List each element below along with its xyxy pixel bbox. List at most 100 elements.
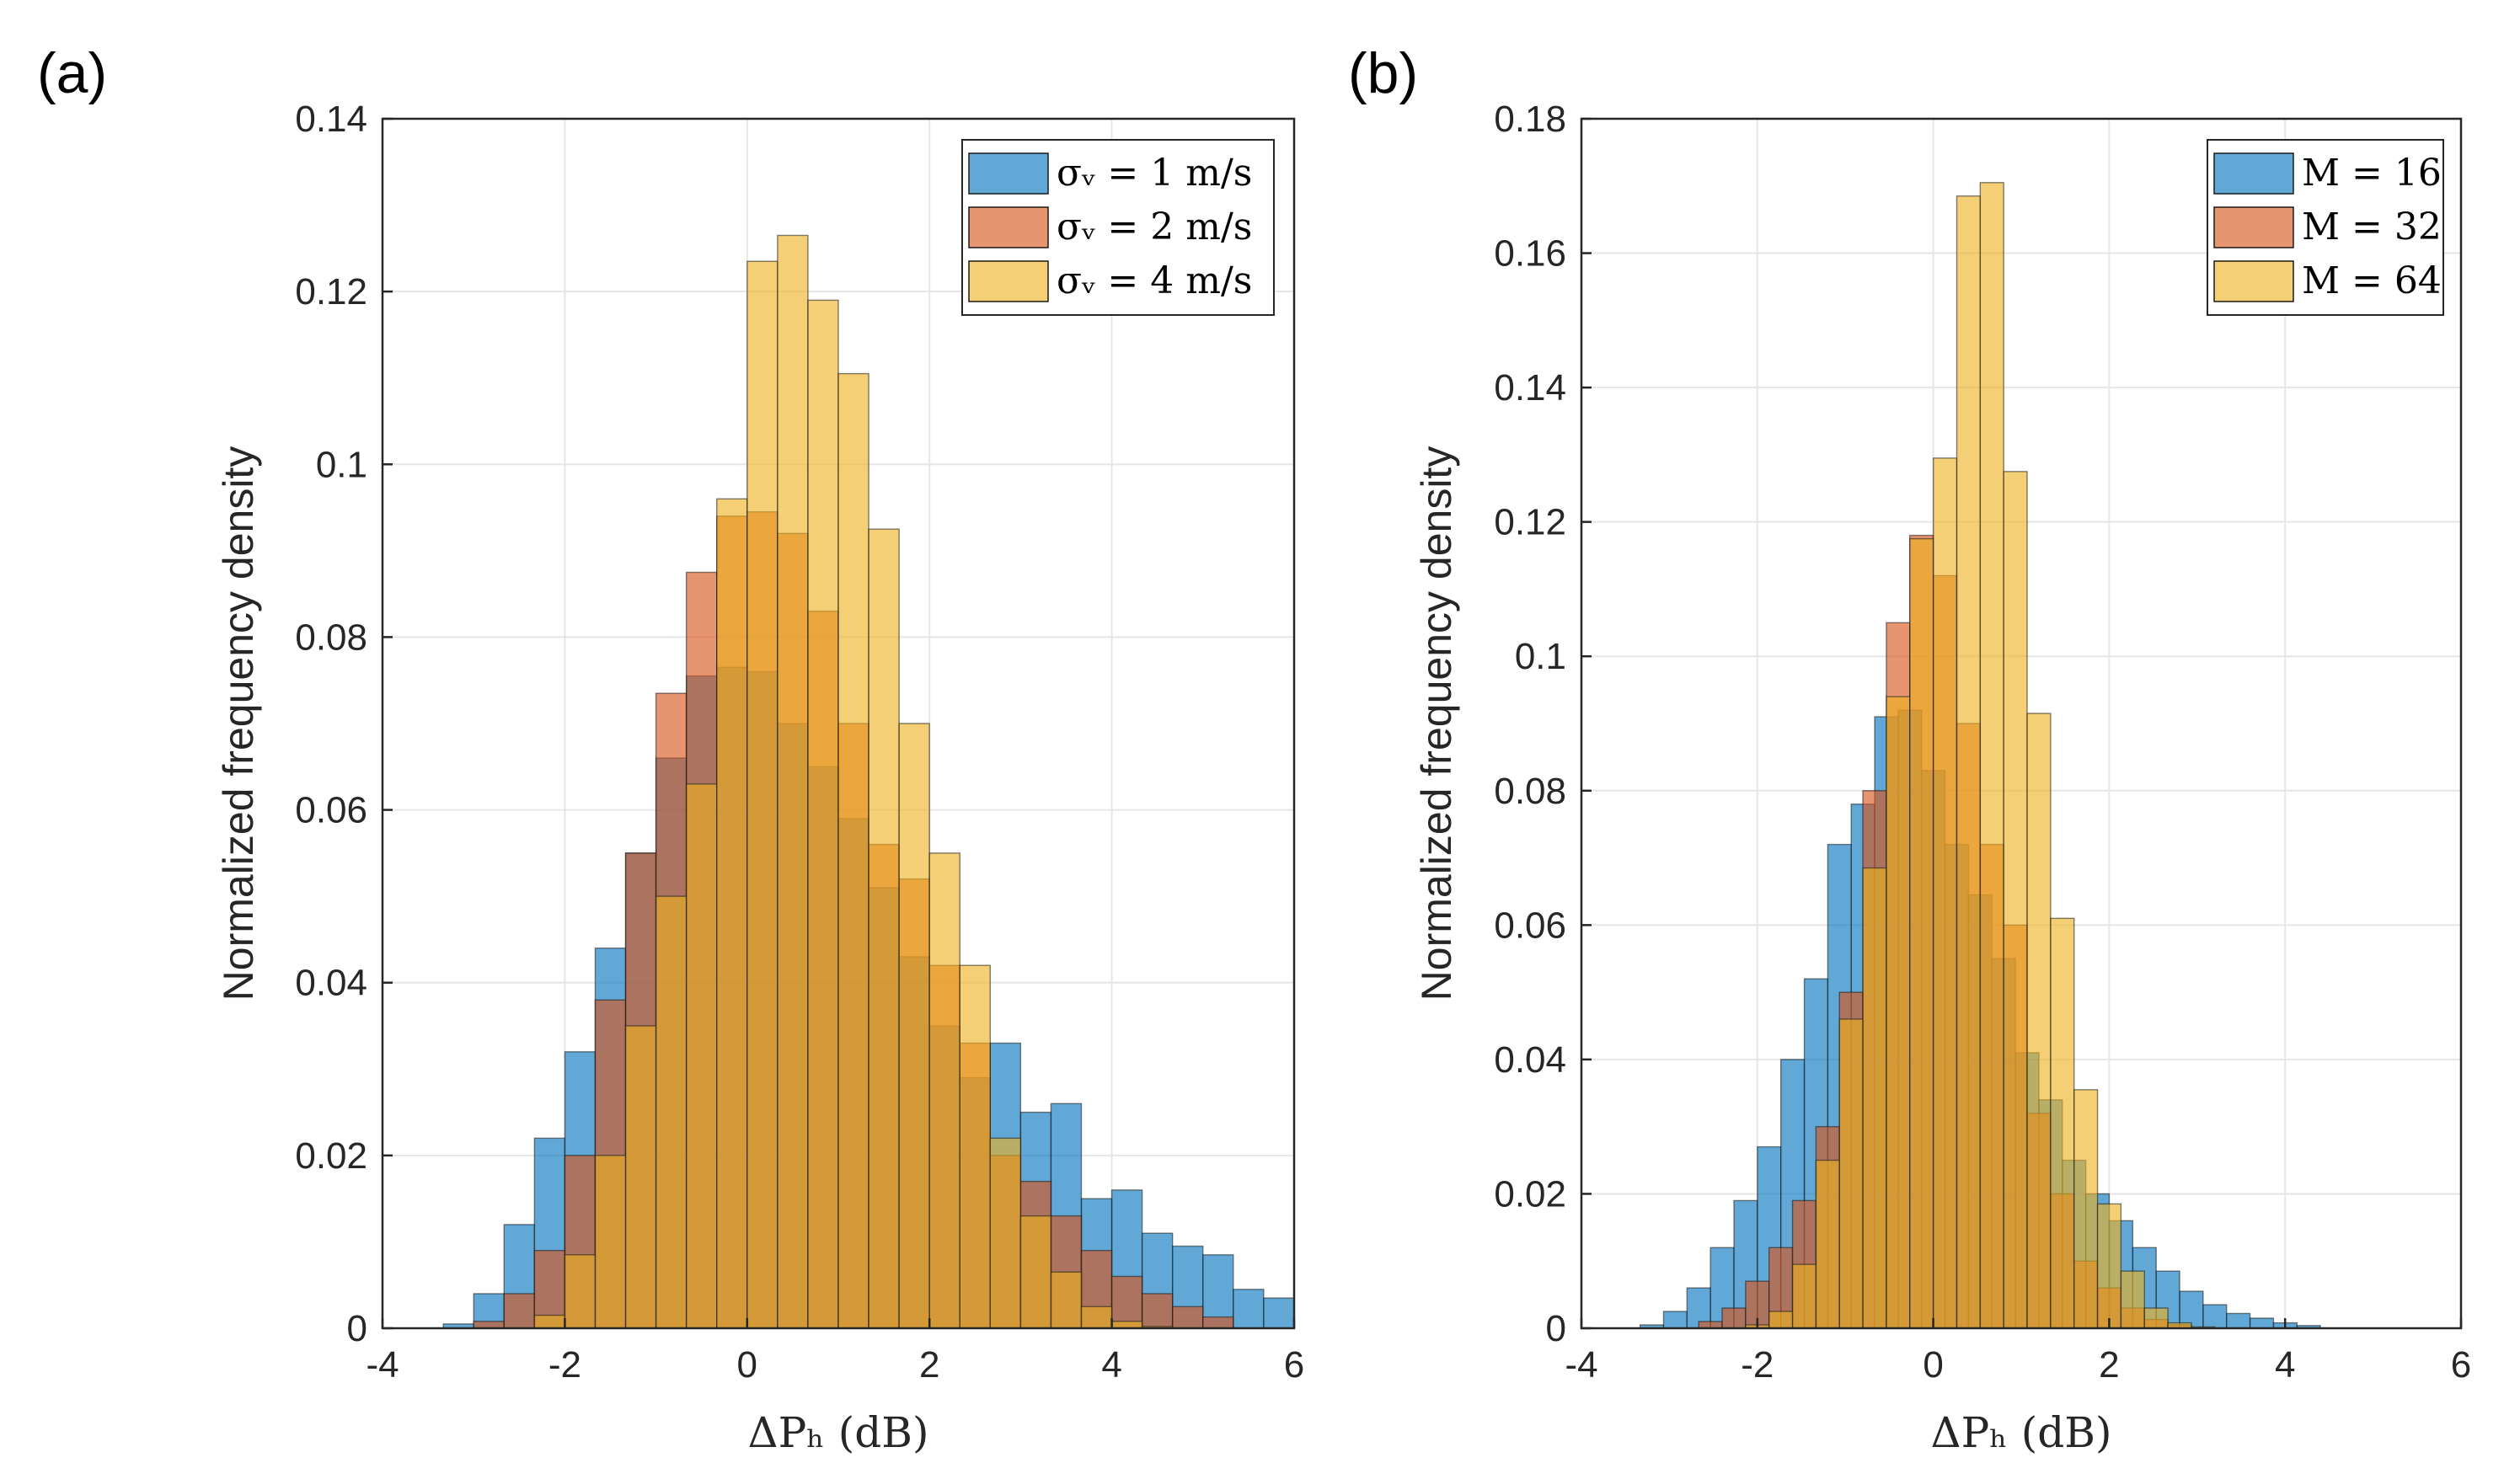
bar-a-series-2: [503, 1293, 536, 1329]
bar-a-series-3: [807, 299, 839, 1329]
x-tick-label-a: 0: [737, 1344, 757, 1386]
bar-a-series-3: [655, 895, 688, 1329]
x-tick-label-a: -2: [548, 1344, 581, 1386]
bar-b-series-3: [1886, 696, 1911, 1329]
legend-swatch-a-1: [968, 152, 1049, 195]
bar-a-series-3: [898, 723, 930, 1329]
legend-label-b-2: M = 32: [2302, 206, 2442, 248]
bar-a-series-2: [1141, 1293, 1174, 1329]
x-tick-label-a: -4: [366, 1344, 399, 1386]
y-tick-label-b: 0.16: [1494, 233, 1566, 275]
y-tick-label-b: 0.14: [1494, 367, 1566, 408]
legend-swatch-b-2: [2213, 206, 2294, 248]
legend-swatch-a-3: [968, 260, 1049, 302]
y-tick-label-a: 0.06: [295, 790, 367, 831]
ticks-a: -4 -2 0 2 4 6 0 0.02 0.04 0.06 0.08 0.1 0.12 0.14: [295, 99, 1304, 1386]
legend-a: σᵥ = 1 m/s σᵥ = 2 m/s σᵥ = 4 m/s: [961, 139, 1275, 316]
bar-b-series-3: [1815, 1159, 1840, 1329]
panel-b: -4 -2 0 2 4 6 0 0.02 0.04 0.06 0.08 0.1 0.12 0.14 0.16…: [1348, 41, 2471, 1457]
bar-a-series-3: [746, 260, 778, 1329]
legend-swatch-b-3: [2213, 260, 2294, 302]
y-tick-label-b: 0.18: [1494, 99, 1566, 140]
bar-b-series-3: [2143, 1307, 2169, 1329]
x-tick-label-b: -4: [1565, 1344, 1597, 1386]
axes-box-a: [381, 117, 1296, 1330]
y-axis-label-a: Normalized frequency density: [215, 446, 262, 1001]
bar-a-series-2: [1202, 1316, 1234, 1329]
bar-b-series-1: [1662, 1311, 1688, 1329]
y-tick-label-b: 0.06: [1494, 905, 1566, 946]
bar-b-series-1: [2249, 1317, 2275, 1329]
bar-a-series-1: [1233, 1289, 1265, 1329]
y-axis-label-b: Normalized frequency density: [1413, 446, 1460, 1001]
x-tick-label-a: 2: [919, 1344, 939, 1386]
bar-a-series-3: [685, 783, 718, 1329]
legend-label-b-1: M = 16: [2302, 152, 2442, 195]
bar-a-series-2: [1110, 1275, 1143, 1329]
bar-b-series-3: [1979, 182, 2004, 1329]
y-tick-label-b: 0.1: [1515, 636, 1566, 677]
bar-a-series-3: [533, 1314, 566, 1329]
bar-a-series-3: [959, 964, 992, 1329]
bar-a-series-3: [1019, 1215, 1052, 1329]
panel-label-a: (a): [37, 41, 107, 105]
legend-b: M = 16 M = 32 M = 64: [2207, 139, 2444, 316]
x-tick-label-a: 4: [1101, 1344, 1121, 1386]
legend-label-a-3: σᵥ = 4 m/s: [1057, 259, 1252, 302]
bar-b-series-3: [1768, 1311, 1794, 1329]
y-tick-label-b: 0.04: [1494, 1039, 1566, 1081]
bar-a-series-3: [989, 1137, 1022, 1329]
x-tick-label-b: 0: [1923, 1344, 1943, 1386]
y-tick-label-b: 0.02: [1494, 1173, 1566, 1215]
y-tick-label-a: 0.12: [295, 271, 367, 312]
bar-a-series-3: [716, 498, 748, 1329]
x-tick-label-b: 6: [2451, 1344, 2471, 1386]
legend-label-a-2: σᵥ = 2 m/s: [1057, 206, 1252, 248]
x-tick-label-b: -2: [1741, 1344, 1774, 1386]
bar-b-series-3: [2003, 471, 2028, 1329]
bars-a: [442, 234, 1295, 1329]
bar-a-series-3: [1050, 1271, 1083, 1329]
bar-b-series-3: [2073, 1089, 2099, 1329]
panel-label-b: (b): [1348, 41, 1418, 105]
x-tick-label-a: 6: [1284, 1344, 1304, 1386]
bar-b-series-3: [2026, 713, 2052, 1329]
y-tick-label-a: 0.04: [295, 963, 367, 1004]
legend-label-a-1: σᵥ = 1 m/s: [1057, 152, 1252, 195]
y-tick-label-b: 0: [1546, 1308, 1566, 1349]
axes-box-b: [1580, 117, 2463, 1330]
panel-a: -4 -2 0 2 4 6 0 0.02 0.04 0.06 0.08 0.1 0.12 0.14 (a)…: [37, 41, 1304, 1457]
bar-b-series-1: [2226, 1312, 2251, 1329]
bar-b-series-3: [1932, 457, 1958, 1329]
y-tick-label-a: 0.1: [316, 444, 367, 485]
bar-b-series-3: [1838, 1018, 1864, 1329]
legend-swatch-a-2: [968, 206, 1049, 248]
bar-a-series-1: [1263, 1297, 1295, 1329]
bars-b: [1639, 182, 2321, 1329]
bar-b-series-2: [1721, 1307, 1747, 1329]
legend-label-b-3: M = 64: [2302, 259, 2442, 302]
legend-swatch-b-1: [2213, 152, 2294, 195]
bar-a-series-3: [928, 852, 960, 1329]
bar-b-series-3: [1862, 867, 1887, 1329]
y-tick-label-b: 0.08: [1494, 771, 1566, 812]
y-tick-label-a: 0: [347, 1308, 367, 1349]
bar-b-series-3: [1909, 537, 1934, 1329]
bar-a-series-3: [1080, 1305, 1113, 1329]
bar-a-series-2: [1171, 1305, 1204, 1329]
bar-a-series-3: [594, 1155, 627, 1329]
bar-a-series-3: [868, 528, 900, 1329]
bar-a-series-3: [624, 1025, 657, 1329]
bar-b-series-3: [2120, 1270, 2145, 1329]
bar-a-series-3: [777, 234, 809, 1329]
x-tick-label-b: 4: [2275, 1344, 2295, 1386]
bar-b-series-3: [2096, 1203, 2122, 1329]
y-tick-label-a: 0.08: [295, 617, 367, 658]
ticks-b: -4 -2 0 2 4 6 0 0.02 0.04 0.06 0.08 0.1 0.12 0.14 0.16…: [1494, 99, 2471, 1386]
bar-a-series-3: [837, 372, 869, 1329]
bar-b-series-3: [1791, 1263, 1817, 1329]
x-axis-label-a: ΔPₕ (dB): [747, 1408, 928, 1457]
bar-b-series-3: [2050, 917, 2075, 1329]
bar-a-series-3: [564, 1254, 597, 1329]
